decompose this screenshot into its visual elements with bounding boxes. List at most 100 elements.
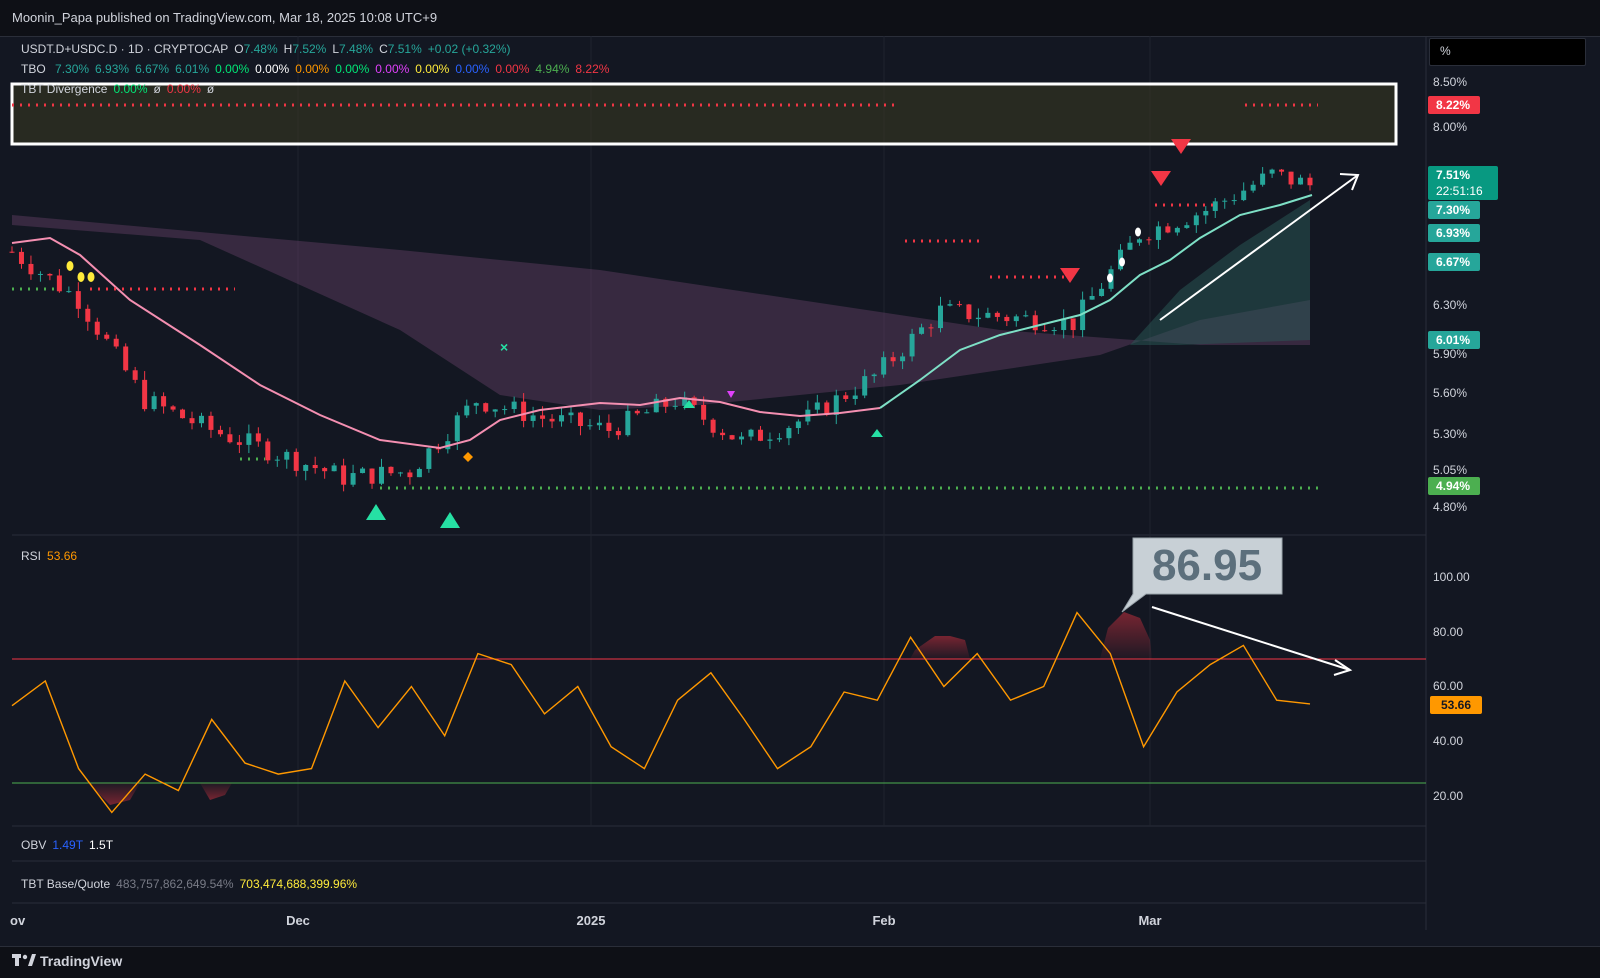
candle-body	[776, 438, 782, 440]
price-badge-bg	[1428, 253, 1480, 271]
divergence-name[interactable]: TBT Divergence	[21, 82, 108, 96]
price-badge-bg	[1428, 331, 1480, 349]
rsi-tick-label: 80.00	[1433, 625, 1463, 639]
candle-body	[966, 304, 972, 320]
candle-body	[1099, 288, 1105, 296]
tbo-value: 4.94%	[535, 62, 570, 76]
tbo-value: 8.22%	[575, 62, 610, 76]
tbo-value: 0.00%	[215, 62, 250, 76]
magenta-marker	[727, 391, 735, 398]
candle-body	[473, 403, 479, 406]
candle-body	[104, 334, 110, 339]
candle-body	[350, 473, 356, 485]
candle-body	[85, 308, 91, 322]
divergence-legend: TBT Divergence 0.00% ø 0.00% ø	[21, 82, 220, 96]
tradingview-logo[interactable]: TradingView	[12, 953, 122, 969]
candle-body	[18, 251, 24, 264]
candle-body	[843, 395, 849, 399]
candle-body	[852, 395, 858, 399]
percent-scale-box[interactable]: %	[1429, 38, 1586, 66]
candle-body	[1307, 177, 1313, 186]
candle-body	[189, 418, 195, 424]
tbo-value: 0.00%	[335, 62, 370, 76]
tbo-value: 7.30%	[55, 62, 90, 76]
candle-body	[644, 412, 650, 414]
candle-body	[322, 468, 328, 472]
obv-v2: 1.5T	[89, 838, 114, 852]
candle-body	[549, 418, 555, 422]
candle-body	[113, 338, 119, 347]
tbo-value: 6.67%	[135, 62, 170, 76]
candle-body	[975, 317, 981, 320]
rsi-overbought-fill-2	[910, 636, 970, 659]
candle-body	[123, 346, 129, 371]
candle-body	[530, 415, 536, 421]
change-value: +0.02 (+0.32%)	[427, 42, 511, 56]
tbo-name[interactable]: TBO	[21, 62, 46, 76]
candle-body	[757, 429, 763, 441]
price-badge: 6.93%	[1436, 226, 1470, 240]
candle-body	[937, 305, 943, 329]
candle-body	[568, 412, 574, 416]
candle-body	[909, 333, 915, 357]
divergence-s2: ø	[206, 82, 215, 96]
chart-svg[interactable]: × 86.95	[0, 0, 1600, 946]
candle-body	[606, 422, 612, 432]
price-badge: 4.94%	[1436, 479, 1470, 493]
time-axis-label: Dec	[286, 913, 310, 928]
divergence-v1: 0.00%	[113, 82, 148, 96]
candle-body	[28, 263, 34, 275]
tbo-value: 6.01%	[175, 62, 210, 76]
rsi-tick-label: 20.00	[1433, 789, 1463, 803]
price-badge: 6.01%	[1436, 333, 1470, 347]
candle-body	[862, 376, 868, 396]
symbol-label[interactable]: USDT.D+USDC.D · 1D · CRYPTOCAP	[21, 42, 229, 56]
candle-body	[274, 459, 280, 461]
candle-body	[795, 421, 801, 429]
candle-body	[559, 415, 565, 422]
buy-signal-markers	[366, 400, 883, 528]
rsi-downtrend-arrow	[1151, 606, 1353, 676]
candle-body	[947, 304, 953, 306]
price-badge: 7.30%	[1436, 203, 1470, 217]
price-badge-bg	[1428, 224, 1480, 242]
obv-name[interactable]: OBV	[21, 838, 47, 852]
tradingview-logo-icon	[12, 954, 36, 966]
candle-body	[94, 321, 100, 335]
x-marker: ×	[500, 339, 508, 355]
rsi-line	[11, 611, 1311, 814]
rsi-name[interactable]: RSI	[21, 549, 42, 563]
candle-body	[1032, 315, 1038, 331]
h-label: H	[283, 42, 293, 56]
candle-body	[369, 468, 375, 484]
uptrend-arrow	[1159, 173, 1360, 321]
candle-body	[956, 304, 962, 306]
rsi-legend: RSI 53.66	[21, 549, 83, 563]
brand-text: TradingView	[40, 953, 123, 969]
candle-body	[1004, 316, 1010, 322]
candle-body	[1023, 315, 1029, 317]
candle-body	[161, 396, 167, 407]
candle-body	[625, 410, 631, 436]
candles-layer	[9, 167, 1313, 492]
candle-body	[521, 401, 527, 421]
candle-body	[312, 464, 318, 469]
candle-body	[1269, 169, 1275, 174]
candle-body	[416, 468, 422, 478]
tbo-value: 6.93%	[95, 62, 130, 76]
trend-cloud	[1130, 200, 1310, 345]
main-legend: USDT.D+USDC.D · 1D · CRYPTOCAP O7.48% H7.5…	[21, 42, 517, 56]
candle-body	[701, 404, 707, 420]
candle-body	[9, 251, 15, 253]
candle-body	[1089, 295, 1095, 300]
candle-body	[483, 403, 489, 412]
candle-body	[388, 466, 394, 474]
candle-body	[227, 434, 233, 443]
low-value: 7.48%	[339, 42, 374, 56]
price-badge-bg	[1428, 96, 1480, 114]
time-axis-label: Feb	[872, 913, 895, 928]
bq-name[interactable]: TBT Base/Quote	[21, 877, 111, 891]
candle-body	[502, 409, 508, 411]
candle-body	[691, 397, 697, 405]
